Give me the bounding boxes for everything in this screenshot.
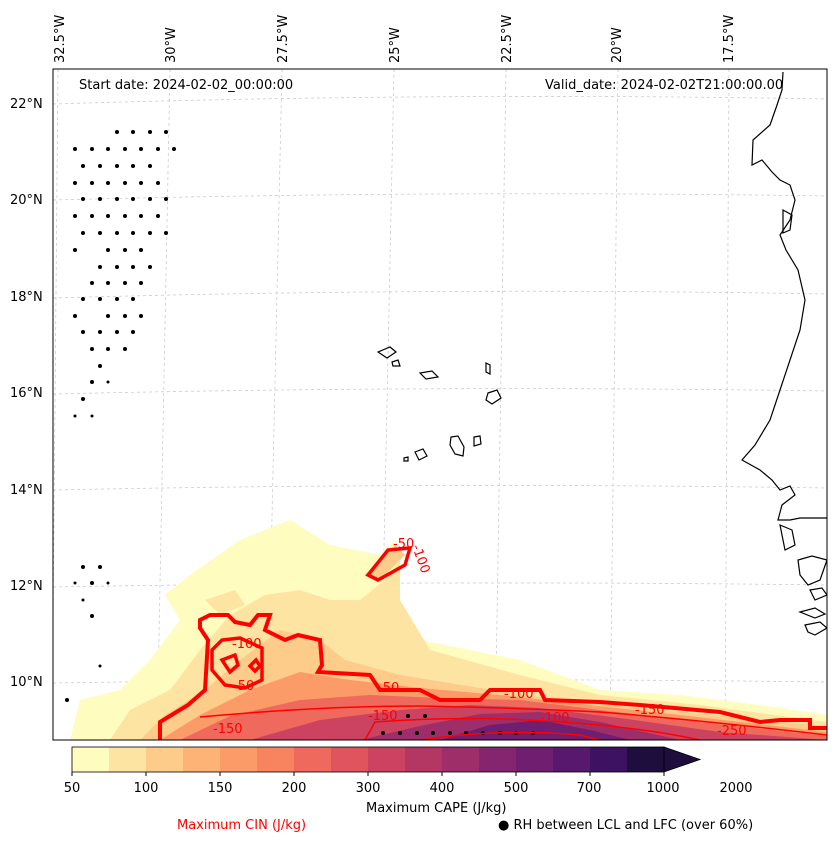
rh-dots <box>65 130 535 735</box>
cin-label: -150 <box>635 703 665 718</box>
coastlines <box>376 71 827 636</box>
lon-label: 30°W <box>164 27 179 63</box>
cin-label: -100 <box>504 687 534 702</box>
colorbar-tick: 300 <box>355 781 381 796</box>
cin-label: -250 <box>717 724 747 739</box>
cin-label: -50 <box>378 681 399 696</box>
colorbar-swatch <box>479 747 517 772</box>
lat-label: 10°N <box>10 675 43 690</box>
lon-label: 20°W <box>610 27 625 63</box>
lon-label: 25°W <box>388 27 403 63</box>
lat-label: 22°N <box>10 97 43 112</box>
lon-label: 32.5°W <box>53 14 68 63</box>
cin-label: -50 <box>233 679 254 694</box>
colorbar-tick: 700 <box>576 781 602 796</box>
colorbar <box>71 746 702 776</box>
colorbar-tick: 50 <box>63 781 81 796</box>
valid-date: Valid_date: 2024-02-02T21:00:00.00 <box>545 78 784 93</box>
colorbar-label: Maximum CAPE (J/kg) <box>366 801 507 816</box>
cape-shading <box>70 520 827 740</box>
colorbar-swatch <box>109 747 147 772</box>
colorbar-tick: 100 <box>133 781 159 796</box>
colorbar-tick: 500 <box>503 781 529 796</box>
colorbar-swatch <box>331 747 369 772</box>
colorbar-swatch <box>590 747 628 772</box>
cin-label: -100 <box>540 711 570 726</box>
lat-label: 16°N <box>10 386 43 401</box>
map-frame <box>52 68 828 741</box>
cin-contours <box>158 546 827 740</box>
colorbar-swatch <box>627 747 665 772</box>
colorbar-tick: 2000 <box>719 781 753 796</box>
colorbar-swatch <box>516 747 554 772</box>
lon-label: 22.5°W <box>500 14 515 63</box>
cin-label: -50 <box>393 537 414 552</box>
lon-label: 27.5°W <box>276 14 291 63</box>
colorbar-swatch <box>553 747 591 772</box>
cin-label: -150 <box>213 722 243 737</box>
lat-label: 14°N <box>10 483 43 498</box>
colorbar-swatch <box>294 747 332 772</box>
colorbar-tick: 400 <box>429 781 455 796</box>
start-date: Start date: 2024-02-02_00:00:00 <box>79 78 294 93</box>
cin-label: -100 <box>232 637 262 652</box>
colorbar-swatch <box>72 747 110 772</box>
colorbar-swatch <box>257 747 295 772</box>
contour-labels: -50 -100 -100 -50 -50 -100 -150 -100 -15… <box>213 537 747 739</box>
colorbar-swatch <box>405 747 443 772</box>
colorbar-tick: 150 <box>207 781 233 796</box>
lat-label: 20°N <box>10 193 43 208</box>
colorbar-swatch <box>146 747 184 772</box>
rh-legend: ● RH between LCL and LFC (over 60%) <box>498 818 754 833</box>
colorbar-swatch <box>183 747 221 772</box>
lat-label: 18°N <box>10 290 43 305</box>
lat-label: 12°N <box>10 579 43 594</box>
colorbar-tick: 200 <box>281 781 307 796</box>
lon-label: 17.5°W <box>722 14 737 63</box>
colorbar-tick: 1000 <box>646 781 680 796</box>
colorbar-swatch <box>442 747 480 772</box>
colorbar-swatch <box>368 747 406 772</box>
colorbar-swatch <box>220 747 258 772</box>
cin-legend: Maximum CIN (J/kg) <box>177 818 307 833</box>
cin-label: -150 <box>368 709 398 724</box>
colorbar-extend-arrow <box>663 746 702 773</box>
